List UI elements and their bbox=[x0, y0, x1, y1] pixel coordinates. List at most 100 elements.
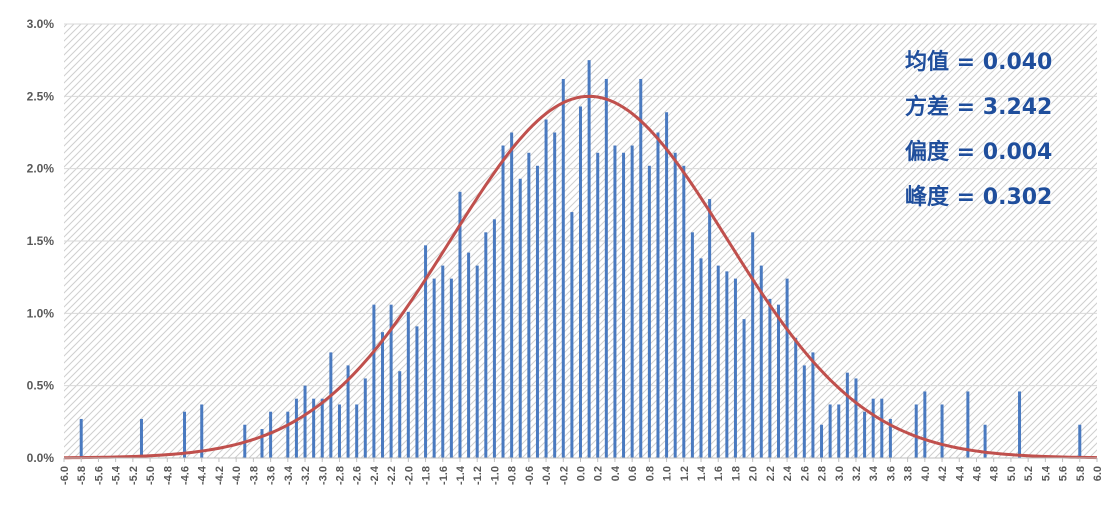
x-tick-label: 0.0 bbox=[576, 466, 588, 481]
histogram-bar bbox=[355, 404, 359, 458]
histogram-bar bbox=[337, 404, 341, 458]
stat-skewness: 偏度 = 0.004 bbox=[905, 140, 1053, 165]
histogram-bar bbox=[535, 165, 539, 459]
histogram-bar bbox=[940, 404, 944, 458]
histogram-bar bbox=[329, 352, 333, 458]
histogram-bar bbox=[372, 304, 376, 458]
x-tick-label: 4.4 bbox=[954, 465, 966, 481]
x-tick-label: -2.0 bbox=[403, 466, 415, 485]
x-tick-label: -1.6 bbox=[438, 466, 450, 485]
x-tick-label: -3.2 bbox=[300, 466, 312, 485]
x-tick-label: 1.8 bbox=[730, 466, 742, 481]
y-axis: 0.0% 0.5% 1.0% 1.5% 2.0% 2.5% 3.0% bbox=[27, 17, 55, 465]
x-tick-label: -2.8 bbox=[334, 466, 346, 485]
histogram-bar bbox=[837, 404, 841, 458]
statistics-annotation: 均值 = 0.040 方差 = 3.242 偏度 = 0.004 峰度 = 0.… bbox=[905, 40, 1105, 220]
histogram-bar bbox=[811, 352, 815, 458]
histogram-bar bbox=[1078, 424, 1082, 458]
histogram-bar bbox=[458, 191, 462, 458]
x-tick-label: 6.0 bbox=[1092, 466, 1104, 481]
y-tick-label: 2.0% bbox=[27, 162, 55, 176]
stat-variance: 方差 = 3.242 bbox=[905, 95, 1053, 120]
x-tick-label: -2.4 bbox=[369, 465, 381, 485]
x-tick-label: -0.6 bbox=[524, 466, 536, 485]
x-tick-label: 3.2 bbox=[851, 466, 863, 481]
histogram-bar bbox=[673, 152, 677, 458]
stat-kurtosis-label: 峰度 bbox=[905, 185, 950, 210]
x-tick-label: -0.4 bbox=[541, 465, 553, 485]
histogram-bar bbox=[596, 152, 600, 458]
x-tick-label: -4.0 bbox=[231, 466, 243, 485]
histogram-bar bbox=[544, 119, 548, 458]
x-tick-label: 3.8 bbox=[903, 466, 915, 481]
x-tick-label: 5.4 bbox=[1040, 465, 1052, 481]
histogram-bar bbox=[639, 78, 643, 459]
y-tick-label: 0.0% bbox=[27, 451, 55, 465]
histogram-bar bbox=[863, 411, 867, 458]
x-tick-label: -4.8 bbox=[162, 466, 174, 485]
x-tick-label: -3.6 bbox=[266, 466, 278, 485]
histogram-bar bbox=[613, 145, 617, 458]
histogram-bar bbox=[510, 132, 514, 458]
x-tick-label: 1.4 bbox=[696, 465, 708, 481]
x-tick-label: -1.2 bbox=[472, 466, 484, 485]
x-tick-label: -3.8 bbox=[248, 466, 260, 485]
histogram-bar bbox=[303, 385, 307, 458]
histogram-bar bbox=[492, 219, 496, 458]
histogram-bar bbox=[923, 391, 927, 458]
x-tick-label: 2.2 bbox=[765, 466, 777, 481]
histogram-bar bbox=[432, 278, 436, 458]
x-tick-label: -5.2 bbox=[128, 466, 140, 485]
histogram-bar bbox=[441, 265, 445, 458]
x-tick-label: -5.0 bbox=[145, 466, 157, 485]
histogram-bar bbox=[708, 199, 712, 458]
x-tick-label: 3.6 bbox=[885, 466, 897, 481]
y-tick-label: 3.0% bbox=[27, 17, 55, 31]
x-tick-label: -6.0 bbox=[59, 466, 71, 485]
histogram-bar bbox=[561, 78, 565, 459]
stat-skewness-label: 偏度 bbox=[905, 140, 950, 165]
x-tick-label: -1.0 bbox=[489, 466, 501, 485]
x-tick-label: 4.2 bbox=[937, 466, 949, 481]
x-tick-label: 1.2 bbox=[679, 466, 691, 481]
histogram-bar bbox=[733, 278, 737, 458]
x-tick-label: -1.4 bbox=[455, 465, 467, 485]
histogram-bar bbox=[518, 178, 522, 458]
histogram-bar bbox=[467, 252, 471, 458]
x-tick-label: 4.0 bbox=[920, 466, 932, 481]
histogram-bar bbox=[785, 278, 789, 458]
histogram-bar bbox=[553, 132, 557, 458]
histogram-bar bbox=[725, 271, 729, 458]
histogram-bar bbox=[381, 332, 385, 458]
stat-mean: 均值 = 0.040 bbox=[905, 50, 1053, 75]
histogram-bar bbox=[484, 232, 488, 458]
histogram-bar bbox=[346, 365, 350, 458]
x-tick-label: 4.8 bbox=[989, 466, 1001, 481]
histogram-bar bbox=[294, 398, 298, 458]
x-tick-label: 2.0 bbox=[748, 466, 760, 481]
x-tick-label: -4.4 bbox=[197, 465, 209, 485]
histogram-bar bbox=[579, 106, 582, 459]
x-tick-label: -2.6 bbox=[352, 466, 364, 485]
histogram-bar bbox=[363, 378, 367, 458]
stat-mean-value: 0.040 bbox=[982, 50, 1053, 75]
histogram-bar bbox=[475, 265, 479, 458]
x-tick-label: -0.8 bbox=[507, 466, 519, 485]
histogram-bar bbox=[183, 411, 187, 458]
histogram-bar bbox=[699, 258, 703, 458]
histogram-bar bbox=[682, 165, 686, 459]
histogram-bar bbox=[449, 278, 453, 458]
x-tick-label: 1.6 bbox=[713, 466, 725, 481]
x-tick-label: -0.2 bbox=[558, 466, 570, 485]
histogram-bar bbox=[776, 304, 780, 458]
histogram-bar bbox=[768, 298, 772, 458]
histogram-bar bbox=[845, 372, 849, 458]
normal-fit-curve bbox=[63, 94, 1098, 460]
histogram-bar bbox=[415, 326, 419, 458]
histogram-bar bbox=[527, 152, 531, 458]
x-axis: -6.0 -5.8 -5.6 -5.4 -5.2 -5.0 -4.8 -4.6 -4.4 -4.2… bbox=[59, 458, 1104, 485]
x-tick-label: 2.8 bbox=[817, 466, 829, 481]
histogram-bar bbox=[751, 232, 755, 458]
histogram-bar bbox=[320, 398, 324, 458]
